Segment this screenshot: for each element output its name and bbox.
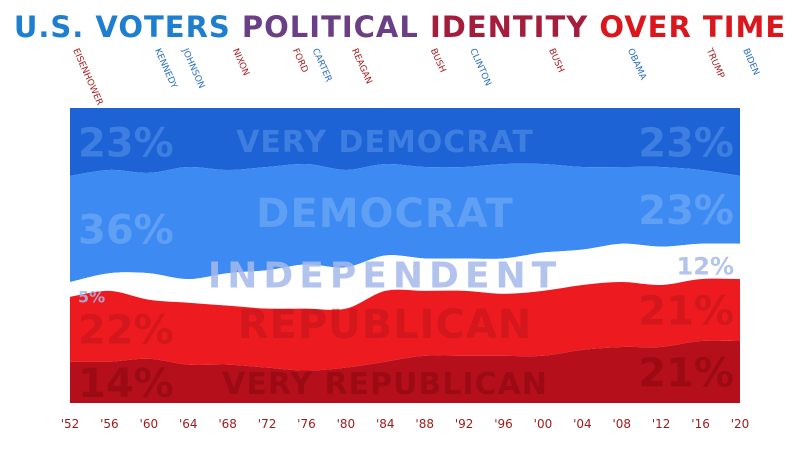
area-republican (70, 278, 740, 371)
label-series-name: VERY REPUBLICAN (222, 367, 548, 402)
series-labels-very-republican: 14% VERY REPUBLICAN 21% (78, 350, 734, 406)
president-label: EISENHOWER (70, 47, 104, 107)
series-labels-democrat: 36% DEMOCRAT 23% (78, 188, 734, 253)
area-democrat (70, 163, 740, 283)
x-tick-label: '52 (61, 417, 80, 431)
president-label: BUSH (546, 47, 565, 74)
area-very-republican (70, 340, 740, 403)
president-label: JOHNSON (179, 46, 206, 90)
title-part: IDENTITY (429, 10, 600, 44)
x-tick-label: '92 (455, 417, 474, 431)
title-part: U.S. VOTERS (13, 10, 242, 44)
area-very-democrat (70, 108, 740, 176)
title-part: OVER TIME (599, 10, 787, 44)
president-label: BUSH (428, 47, 447, 74)
x-tick-label: '08 (612, 417, 631, 431)
label-start: 23% (78, 120, 174, 166)
x-tick-label: '80 (337, 417, 356, 431)
x-tick-label: '68 (218, 417, 237, 431)
president-label: REAGAN (349, 47, 374, 86)
x-tick-label: '20 (731, 417, 750, 431)
x-tick-label: '60 (140, 417, 159, 431)
president-label: BIDEN (740, 47, 761, 77)
label-end: 12% (677, 252, 734, 280)
x-tick-label: '88 (415, 417, 434, 431)
label-start: 36% (78, 207, 174, 253)
x-tick-label: '96 (494, 417, 513, 431)
title-part: POLITICAL (241, 10, 430, 44)
chart-title: U.S. VOTERS POLITICAL IDENTITY OVER TIME (0, 10, 800, 44)
x-tick-label: '00 (534, 417, 553, 431)
x-tick-label: '64 (179, 417, 198, 431)
president-label: OBAMA (625, 47, 648, 82)
president-label: FORD (290, 47, 310, 74)
label-end: 21% (638, 288, 734, 334)
label-start: 22% (78, 308, 174, 354)
label-end: 23% (638, 120, 734, 166)
x-tick-label: '84 (376, 417, 395, 431)
series-labels-independent: 5% INDEPENDENT 12% (78, 252, 734, 306)
president-label: CARTER (310, 47, 334, 83)
series-labels-republican: 22% REPUBLICAN 21% (78, 288, 734, 353)
president-label: CLINTON (467, 47, 492, 88)
x-tick-label: '12 (652, 417, 671, 431)
x-tick-label: '04 (573, 417, 592, 431)
series-labels-very-democrat: 23% VERY DEMOCRAT 23% (78, 120, 734, 166)
x-tick-label: '56 (100, 417, 119, 431)
label-series-name: DEMOCRAT (256, 191, 514, 237)
president-label: TRUMP (703, 46, 726, 80)
area-independent (70, 243, 740, 310)
x-tick-label: '16 (691, 417, 710, 431)
label-end: 23% (638, 188, 734, 234)
x-tick-label: '76 (297, 417, 316, 431)
label-series-name: VERY DEMOCRAT (236, 125, 534, 160)
label-series-name: REPUBLICAN (238, 302, 533, 348)
label-start: 5% (78, 287, 105, 306)
label-end: 21% (638, 350, 734, 396)
x-tick-label: '72 (258, 417, 277, 431)
label-start: 14% (78, 361, 174, 407)
label-series-name: INDEPENDENT (208, 256, 562, 297)
president-label: NIXON (230, 47, 251, 77)
president-label: KENNEDY (152, 47, 179, 91)
